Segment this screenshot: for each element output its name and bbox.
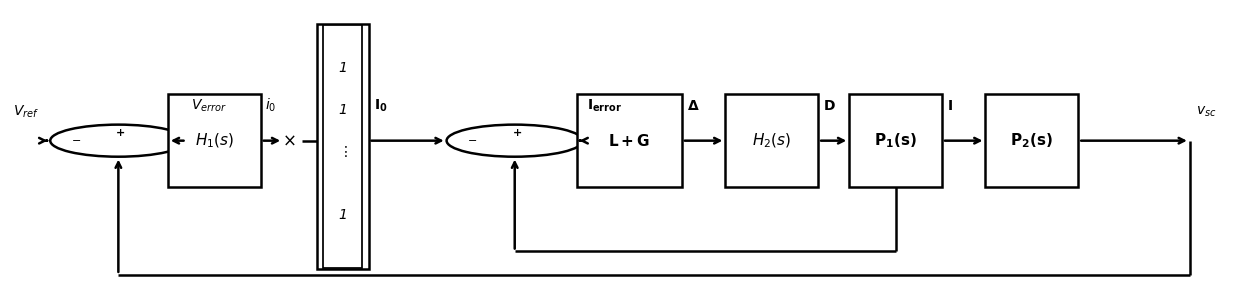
Text: $v_{sc}$: $v_{sc}$ — [1195, 104, 1216, 119]
Bar — [577, 94, 682, 187]
Bar — [167, 94, 260, 187]
Text: 1: 1 — [339, 208, 347, 222]
Text: +: + — [512, 128, 522, 138]
Text: $V_{error}$: $V_{error}$ — [191, 98, 227, 114]
Text: $\mathbf{I_0}$: $\mathbf{I_0}$ — [373, 98, 387, 114]
Text: $\mathbf{P_2(s)}$: $\mathbf{P_2(s)}$ — [1011, 131, 1053, 150]
Text: 1: 1 — [339, 61, 347, 75]
Text: $\mathbf{I}$: $\mathbf{I}$ — [947, 99, 952, 113]
Bar — [849, 94, 942, 187]
Text: $-$: $-$ — [467, 134, 477, 144]
Text: $\mathbf{D}$: $\mathbf{D}$ — [823, 99, 836, 113]
Bar — [986, 94, 1079, 187]
Text: $-$: $-$ — [71, 134, 81, 144]
Text: $\times$: $\times$ — [283, 132, 296, 150]
Text: $\mathbf{I_{error}}$: $\mathbf{I_{error}}$ — [587, 98, 621, 114]
Text: $H_1(s)$: $H_1(s)$ — [195, 132, 234, 150]
Text: $\mathbf{P_1(s)}$: $\mathbf{P_1(s)}$ — [874, 131, 918, 150]
Bar — [725, 94, 818, 187]
Bar — [322, 25, 362, 268]
Text: $\mathbf{\Delta}$: $\mathbf{\Delta}$ — [687, 99, 699, 113]
Text: $\mathbf{L+G}$: $\mathbf{L+G}$ — [609, 133, 650, 149]
Text: 1: 1 — [339, 103, 347, 117]
Text: $\vdots$: $\vdots$ — [337, 144, 347, 159]
Text: +: + — [117, 128, 125, 138]
Text: $V_{ref}$: $V_{ref}$ — [14, 103, 40, 120]
Text: $i_0$: $i_0$ — [264, 97, 275, 114]
Bar — [316, 24, 368, 269]
Text: $H_2(s)$: $H_2(s)$ — [753, 132, 791, 150]
